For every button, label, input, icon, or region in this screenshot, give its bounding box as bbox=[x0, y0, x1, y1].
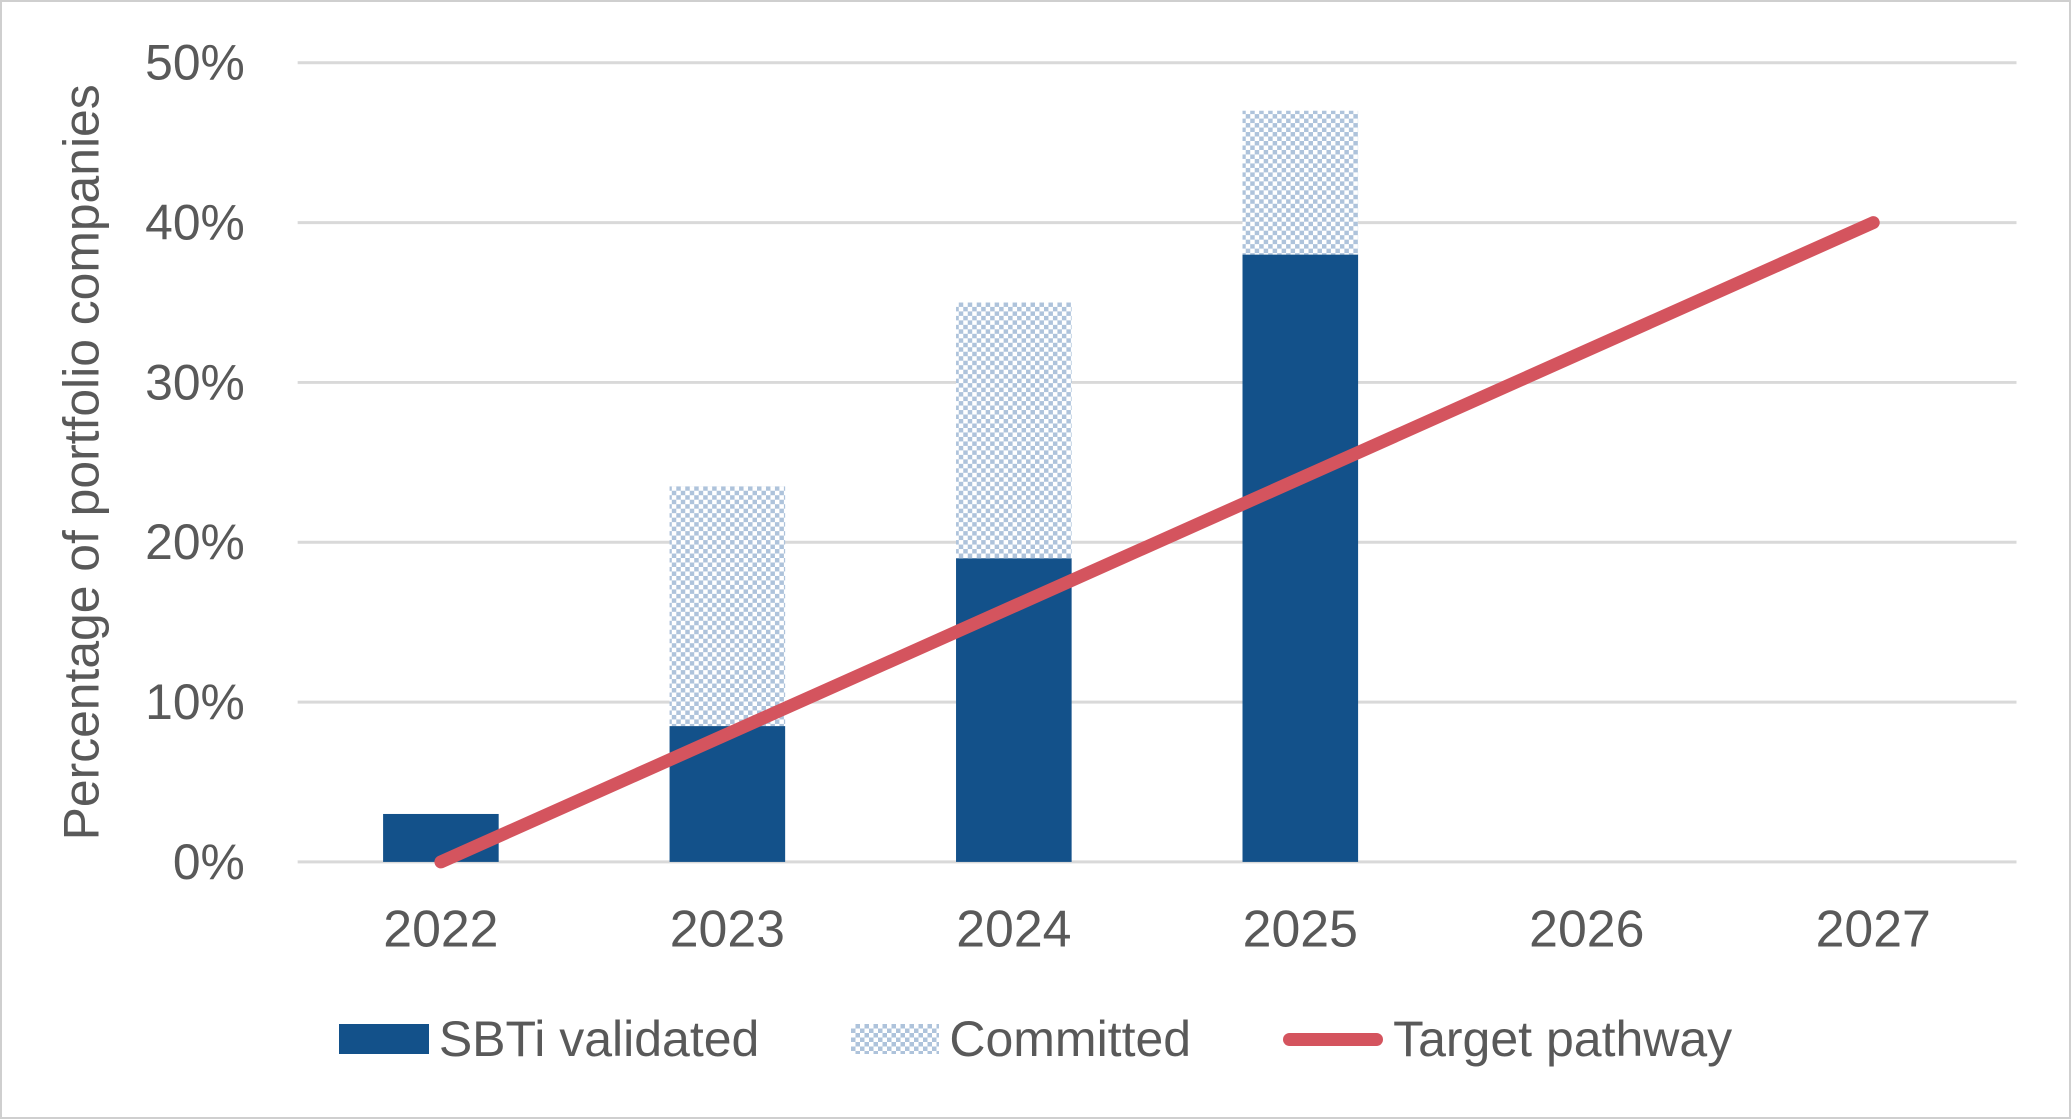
x-label-2026: 2026 bbox=[1529, 900, 1644, 958]
y-tick-10%: 10% bbox=[145, 674, 245, 730]
legend-swatch-target-pathway bbox=[1283, 1032, 1384, 1046]
bar-sbti-validated-2025 bbox=[1242, 254, 1359, 862]
legend-label-target-pathway: Target pathway bbox=[1393, 1011, 1733, 1067]
legend-label-committed: Committed bbox=[949, 1011, 1192, 1067]
legend: SBTi validated Committed Target pathway bbox=[2, 1014, 2069, 1064]
x-label-2024: 2024 bbox=[956, 900, 1071, 958]
x-label-2025: 2025 bbox=[1243, 900, 1358, 958]
x-label-2027: 2027 bbox=[1816, 900, 1931, 958]
bar-committed-2025 bbox=[1242, 110, 1359, 255]
target-pathway-line bbox=[434, 216, 1880, 869]
x-label-2022: 2022 bbox=[383, 900, 498, 958]
legend-swatch-sbti-validated bbox=[338, 1024, 429, 1054]
bar-committed-2024 bbox=[956, 302, 1072, 559]
legend-item-committed: Committed bbox=[851, 1014, 1191, 1064]
legend-item-target-pathway: Target pathway bbox=[1283, 1014, 1732, 1064]
bar-committed-2023 bbox=[669, 486, 786, 727]
y-tick-20%: 20% bbox=[145, 514, 245, 570]
legend-label-sbti-validated: SBTi validated bbox=[438, 1011, 760, 1067]
y-tick-0%: 0% bbox=[173, 834, 245, 890]
y-tick-40%: 40% bbox=[145, 195, 245, 251]
y-axis-title: Percentage of portfolio companies bbox=[53, 84, 109, 840]
x-label-2023: 2023 bbox=[670, 900, 785, 958]
y-tick-50%: 50% bbox=[145, 35, 245, 91]
legend-item-sbti-validated: SBTi validated bbox=[338, 1011, 760, 1067]
y-tick-30%: 30% bbox=[145, 354, 245, 410]
legend-swatch-committed bbox=[851, 1024, 940, 1054]
